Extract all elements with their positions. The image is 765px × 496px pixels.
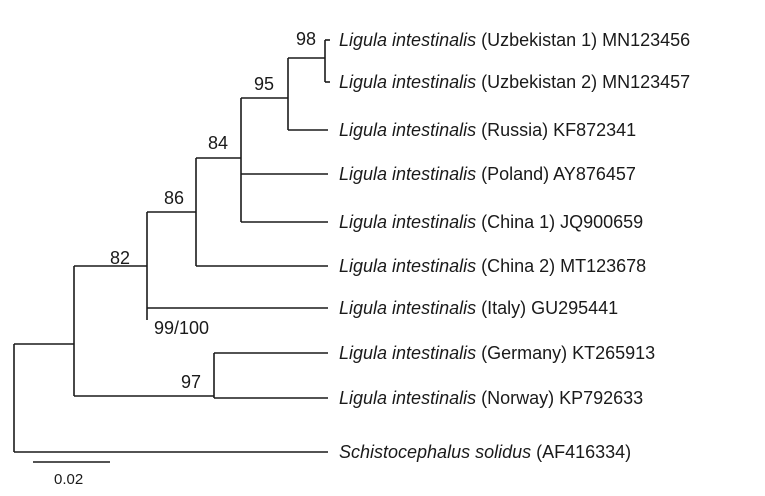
support-value-84: 84: [208, 133, 228, 153]
taxon-label-italy: Ligula intestinalis (Italy) GU295441: [339, 298, 618, 318]
support-values: 98 95 84 86 82 99/100 97: [110, 29, 316, 392]
support-value-99-100: 99/100: [154, 318, 209, 338]
taxon-label-uzbekistan-1: Ligula intestinalis (Uzbekistan 1) MN123…: [339, 30, 690, 50]
support-value-95: 95: [254, 74, 274, 94]
support-value-86: 86: [164, 188, 184, 208]
scale-bar: 0.02: [33, 461, 110, 488]
support-value-97: 97: [181, 372, 201, 392]
tree-branches: [13, 39, 330, 453]
support-value-98: 98: [296, 29, 316, 49]
taxon-label-uzbekistan-2: Ligula intestinalis (Uzbekistan 2) MN123…: [339, 72, 690, 92]
taxon-labels: Ligula intestinalis (Uzbekistan 1) MN123…: [339, 30, 690, 462]
taxon-label-china-1: Ligula intestinalis (China 1) JQ900659: [339, 212, 643, 232]
taxon-label-poland: Ligula intestinalis (Poland) AY876457: [339, 164, 636, 184]
taxon-label-schistocephalus: Schistocephalus solidus (AF416334): [339, 442, 631, 462]
taxon-label-russia: Ligula intestinalis (Russia) KF872341: [339, 120, 636, 140]
scale-bar-label: 0.02: [54, 471, 83, 488]
support-value-82: 82: [110, 248, 130, 268]
taxon-label-germany: Ligula intestinalis (Germany) KT265913: [339, 343, 655, 363]
taxon-label-norway: Ligula intestinalis (Norway) KP792633: [339, 388, 643, 408]
taxon-label-china-2: Ligula intestinalis (China 2) MT123678: [339, 256, 646, 276]
